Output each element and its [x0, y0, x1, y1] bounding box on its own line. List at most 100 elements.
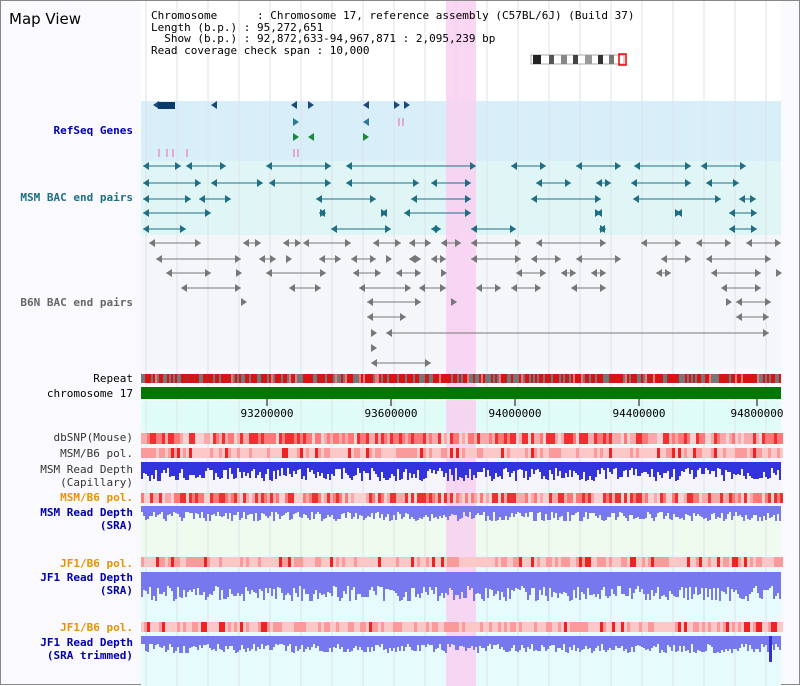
feature-arrow[interactable]: [571, 284, 577, 292]
feature-arrow[interactable]: [320, 269, 326, 277]
feature-arrow[interactable]: [751, 225, 757, 233]
feature-arrow[interactable]: [325, 179, 331, 187]
feature-arrow[interactable]: [471, 255, 477, 263]
feature-arrow[interactable]: [751, 209, 757, 217]
track-label-jf1-pol-2[interactable]: JF1/B6 pol.: [60, 621, 133, 634]
feature-arrow[interactable]: [236, 269, 242, 277]
feature-arrow[interactable]: [270, 255, 276, 263]
track-label-msm-bac[interactable]: MSM BAC end pairs: [20, 191, 133, 204]
feature-arrow[interactable]: [419, 284, 425, 292]
feature-arrow[interactable]: [561, 269, 567, 277]
feature-arrow[interactable]: [495, 284, 501, 292]
feature-arrow[interactable]: [180, 225, 186, 233]
feature-arrow[interactable]: [225, 195, 231, 203]
feature-arrow[interactable]: [243, 239, 249, 247]
feature-arrow[interactable]: [259, 255, 265, 263]
feature-arrow[interactable]: [595, 209, 601, 217]
feature-arrow[interactable]: [373, 239, 379, 247]
feature-arrow[interactable]: [675, 209, 681, 217]
feature-arrow[interactable]: [765, 298, 771, 306]
feature-arrow[interactable]: [181, 284, 187, 292]
feature-arrow[interactable]: [441, 269, 447, 277]
feature-arrow[interactable]: [431, 255, 437, 263]
feature-arrow[interactable]: [600, 239, 606, 247]
feature-arrow[interactable]: [255, 239, 261, 247]
feature-arrow[interactable]: [600, 284, 606, 292]
feature-arrow[interactable]: [346, 179, 352, 187]
feature-arrow[interactable]: [363, 133, 369, 141]
feature-arrow[interactable]: [371, 359, 377, 367]
feature-arrow[interactable]: [235, 284, 241, 292]
feature-arrow[interactable]: [363, 101, 369, 109]
feature-arrow[interactable]: [381, 209, 387, 217]
feature-arrow[interactable]: [404, 209, 410, 217]
feature-arrow[interactable]: [515, 239, 521, 247]
feature-arrow[interactable]: [665, 269, 671, 277]
feature-arrow[interactable]: [729, 225, 735, 233]
feature-arrow[interactable]: [199, 195, 205, 203]
feature-arrow[interactable]: [195, 239, 201, 247]
feature-arrow[interactable]: [175, 162, 181, 170]
feature-arrow[interactable]: [641, 239, 647, 247]
feature-arrow[interactable]: [415, 298, 421, 306]
feature-arrow[interactable]: [711, 269, 717, 277]
feature-arrow[interactable]: [411, 195, 417, 203]
feature-arrow[interactable]: [531, 195, 537, 203]
feature-arrow[interactable]: [755, 269, 761, 277]
feature-arrow[interactable]: [371, 344, 377, 352]
feature-arrow[interactable]: [431, 179, 437, 187]
feature-arrow[interactable]: [371, 329, 377, 337]
feature-arrow[interactable]: [185, 195, 191, 203]
feature-arrow[interactable]: [320, 209, 326, 217]
feature-arrow[interactable]: [531, 255, 537, 263]
feature-arrow[interactable]: [435, 225, 441, 233]
feature-arrow[interactable]: [576, 162, 582, 170]
feature-arrow[interactable]: [591, 269, 597, 277]
feature-arrow[interactable]: [195, 179, 201, 187]
feature-arrow[interactable]: [540, 162, 546, 170]
feature-arrow[interactable]: [750, 195, 756, 203]
feature-arrow[interactable]: [661, 255, 667, 263]
feature-arrow[interactable]: [351, 255, 357, 263]
feature-arrow[interactable]: [763, 313, 769, 321]
heat-tracks[interactable]: [141, 433, 783, 632]
track-label-chromosome[interactable]: chromosome 17: [46, 387, 133, 400]
feature-arrow[interactable]: [721, 284, 727, 292]
feature-arrow[interactable]: [220, 162, 226, 170]
feature-arrow[interactable]: [400, 313, 406, 321]
feature-arrow[interactable]: [729, 209, 735, 217]
chromosome-bar[interactable]: [141, 387, 781, 399]
feature-arrow[interactable]: [441, 239, 447, 247]
feature-arrow[interactable]: [331, 225, 337, 233]
feature-arrow[interactable]: [465, 209, 471, 217]
feature-arrow[interactable]: [303, 239, 309, 247]
feature-arrow[interactable]: [266, 162, 272, 170]
feature-arrow[interactable]: [153, 101, 159, 109]
feature-arrow[interactable]: [471, 239, 477, 247]
feature-arrow[interactable]: [515, 255, 521, 263]
feature-arrow[interactable]: [385, 225, 391, 233]
feature-arrow[interactable]: [775, 239, 781, 247]
feature-arrow[interactable]: [266, 269, 272, 277]
track-label-refseq[interactable]: RefSeq Genes: [53, 124, 133, 137]
feature-arrow[interactable]: [370, 195, 376, 203]
feature-arrow[interactable]: [425, 359, 431, 367]
feature-arrow[interactable]: [555, 255, 561, 263]
feature-arrow[interactable]: [565, 179, 571, 187]
feature-arrow[interactable]: [576, 255, 582, 263]
feature-arrow[interactable]: [205, 269, 211, 277]
feature-arrow[interactable]: [685, 162, 691, 170]
feature-arrow[interactable]: [283, 239, 289, 247]
feature-arrow[interactable]: [370, 255, 376, 263]
feature-arrow[interactable]: [455, 239, 461, 247]
feature-arrow[interactable]: [776, 269, 782, 277]
feature-arrow[interactable]: [295, 239, 301, 247]
feature-arrow[interactable]: [706, 179, 712, 187]
feature-arrow[interactable]: [605, 179, 611, 187]
feature-arrow[interactable]: [269, 179, 275, 187]
feature-arrow[interactable]: [335, 255, 341, 263]
track-label-jf1-depth[interactable]: JF1 Read Depth (SRA): [40, 571, 133, 597]
feature-arrow[interactable]: [465, 179, 471, 187]
feature-arrow[interactable]: [308, 101, 314, 109]
feature-arrow[interactable]: [149, 239, 155, 247]
